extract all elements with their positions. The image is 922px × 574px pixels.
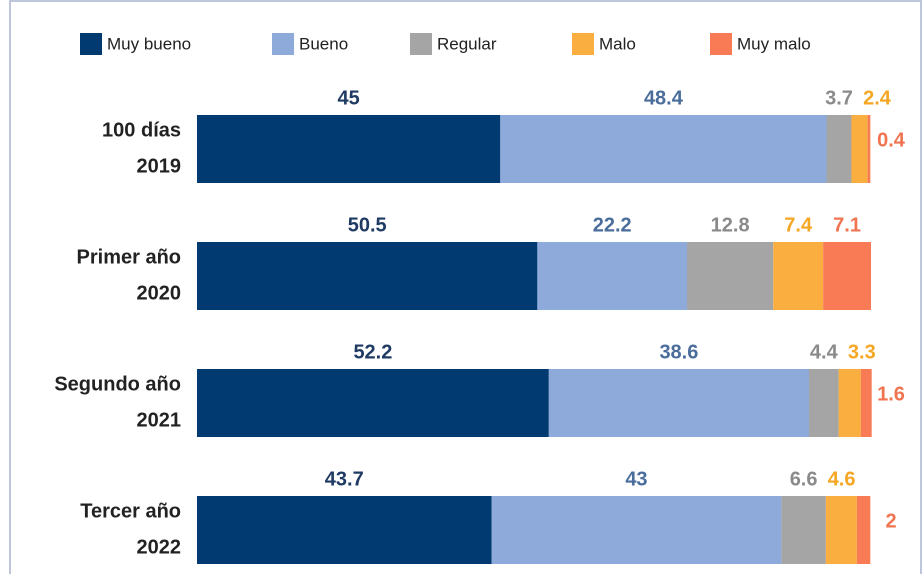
legend-label: Bueno <box>299 34 348 53</box>
value-label: 0.4 <box>877 129 906 151</box>
bar-segment <box>197 242 538 310</box>
y-tick-label: Primer año <box>77 246 181 268</box>
bar-segment <box>197 369 549 437</box>
value-label: 50.5 <box>348 214 387 236</box>
value-label: 7.1 <box>833 214 861 236</box>
bar-segment <box>491 496 782 564</box>
bar-segment <box>686 242 774 310</box>
value-label: 1.6 <box>877 383 905 405</box>
legend-label: Regular <box>437 34 497 53</box>
value-label: 4.4 <box>810 341 839 363</box>
value-label: 2 <box>885 510 896 532</box>
bar-segment <box>826 115 852 183</box>
bar-segment <box>860 369 872 437</box>
bar-segment <box>537 242 687 310</box>
value-label: 6.6 <box>790 468 818 490</box>
value-label: 2.4 <box>863 87 892 109</box>
value-label: 3.7 <box>825 87 853 109</box>
bar-segment <box>838 369 861 437</box>
legend-swatch <box>80 33 102 55</box>
bar-segment <box>867 115 871 183</box>
bar-segment <box>548 369 809 437</box>
y-tick-label: 2021 <box>137 409 182 431</box>
y-tick-label: 2022 <box>137 536 182 558</box>
value-label: 22.2 <box>593 214 632 236</box>
bar-segment <box>825 496 857 564</box>
value-label: 45 <box>338 87 360 109</box>
y-tick-label: Segundo año <box>54 373 181 395</box>
legend-swatch <box>272 33 294 55</box>
y-tick-label: 2020 <box>137 282 182 304</box>
bar-segment <box>851 115 868 183</box>
value-label: 48.4 <box>644 87 684 109</box>
legend-swatch <box>410 33 432 55</box>
y-tick-label: 100 días <box>102 119 181 141</box>
legend-label: Muy bueno <box>107 34 191 53</box>
bar-segment <box>856 496 871 564</box>
bar-segment <box>197 496 492 564</box>
value-label: 12.8 <box>711 214 750 236</box>
bar-segment <box>781 496 826 564</box>
value-label: 3.3 <box>848 341 876 363</box>
y-tick-label: Tercer año <box>80 500 181 522</box>
y-tick-label: 2019 <box>137 155 182 177</box>
value-label: 7.4 <box>784 214 813 236</box>
bar-segment <box>808 369 839 437</box>
value-label: 4.6 <box>828 468 856 490</box>
value-label: 43.7 <box>325 468 364 490</box>
legend-swatch <box>572 33 594 55</box>
bar-segment <box>197 115 501 183</box>
bar-segment <box>500 115 827 183</box>
legend-label: Muy malo <box>737 34 811 53</box>
value-label: 38.6 <box>659 341 698 363</box>
legend-swatch <box>710 33 732 55</box>
value-label: 52.2 <box>353 341 392 363</box>
legend-label: Malo <box>599 34 636 53</box>
value-label: 43 <box>625 468 647 490</box>
bar-segment <box>773 242 824 310</box>
bar-segment <box>823 242 871 310</box>
